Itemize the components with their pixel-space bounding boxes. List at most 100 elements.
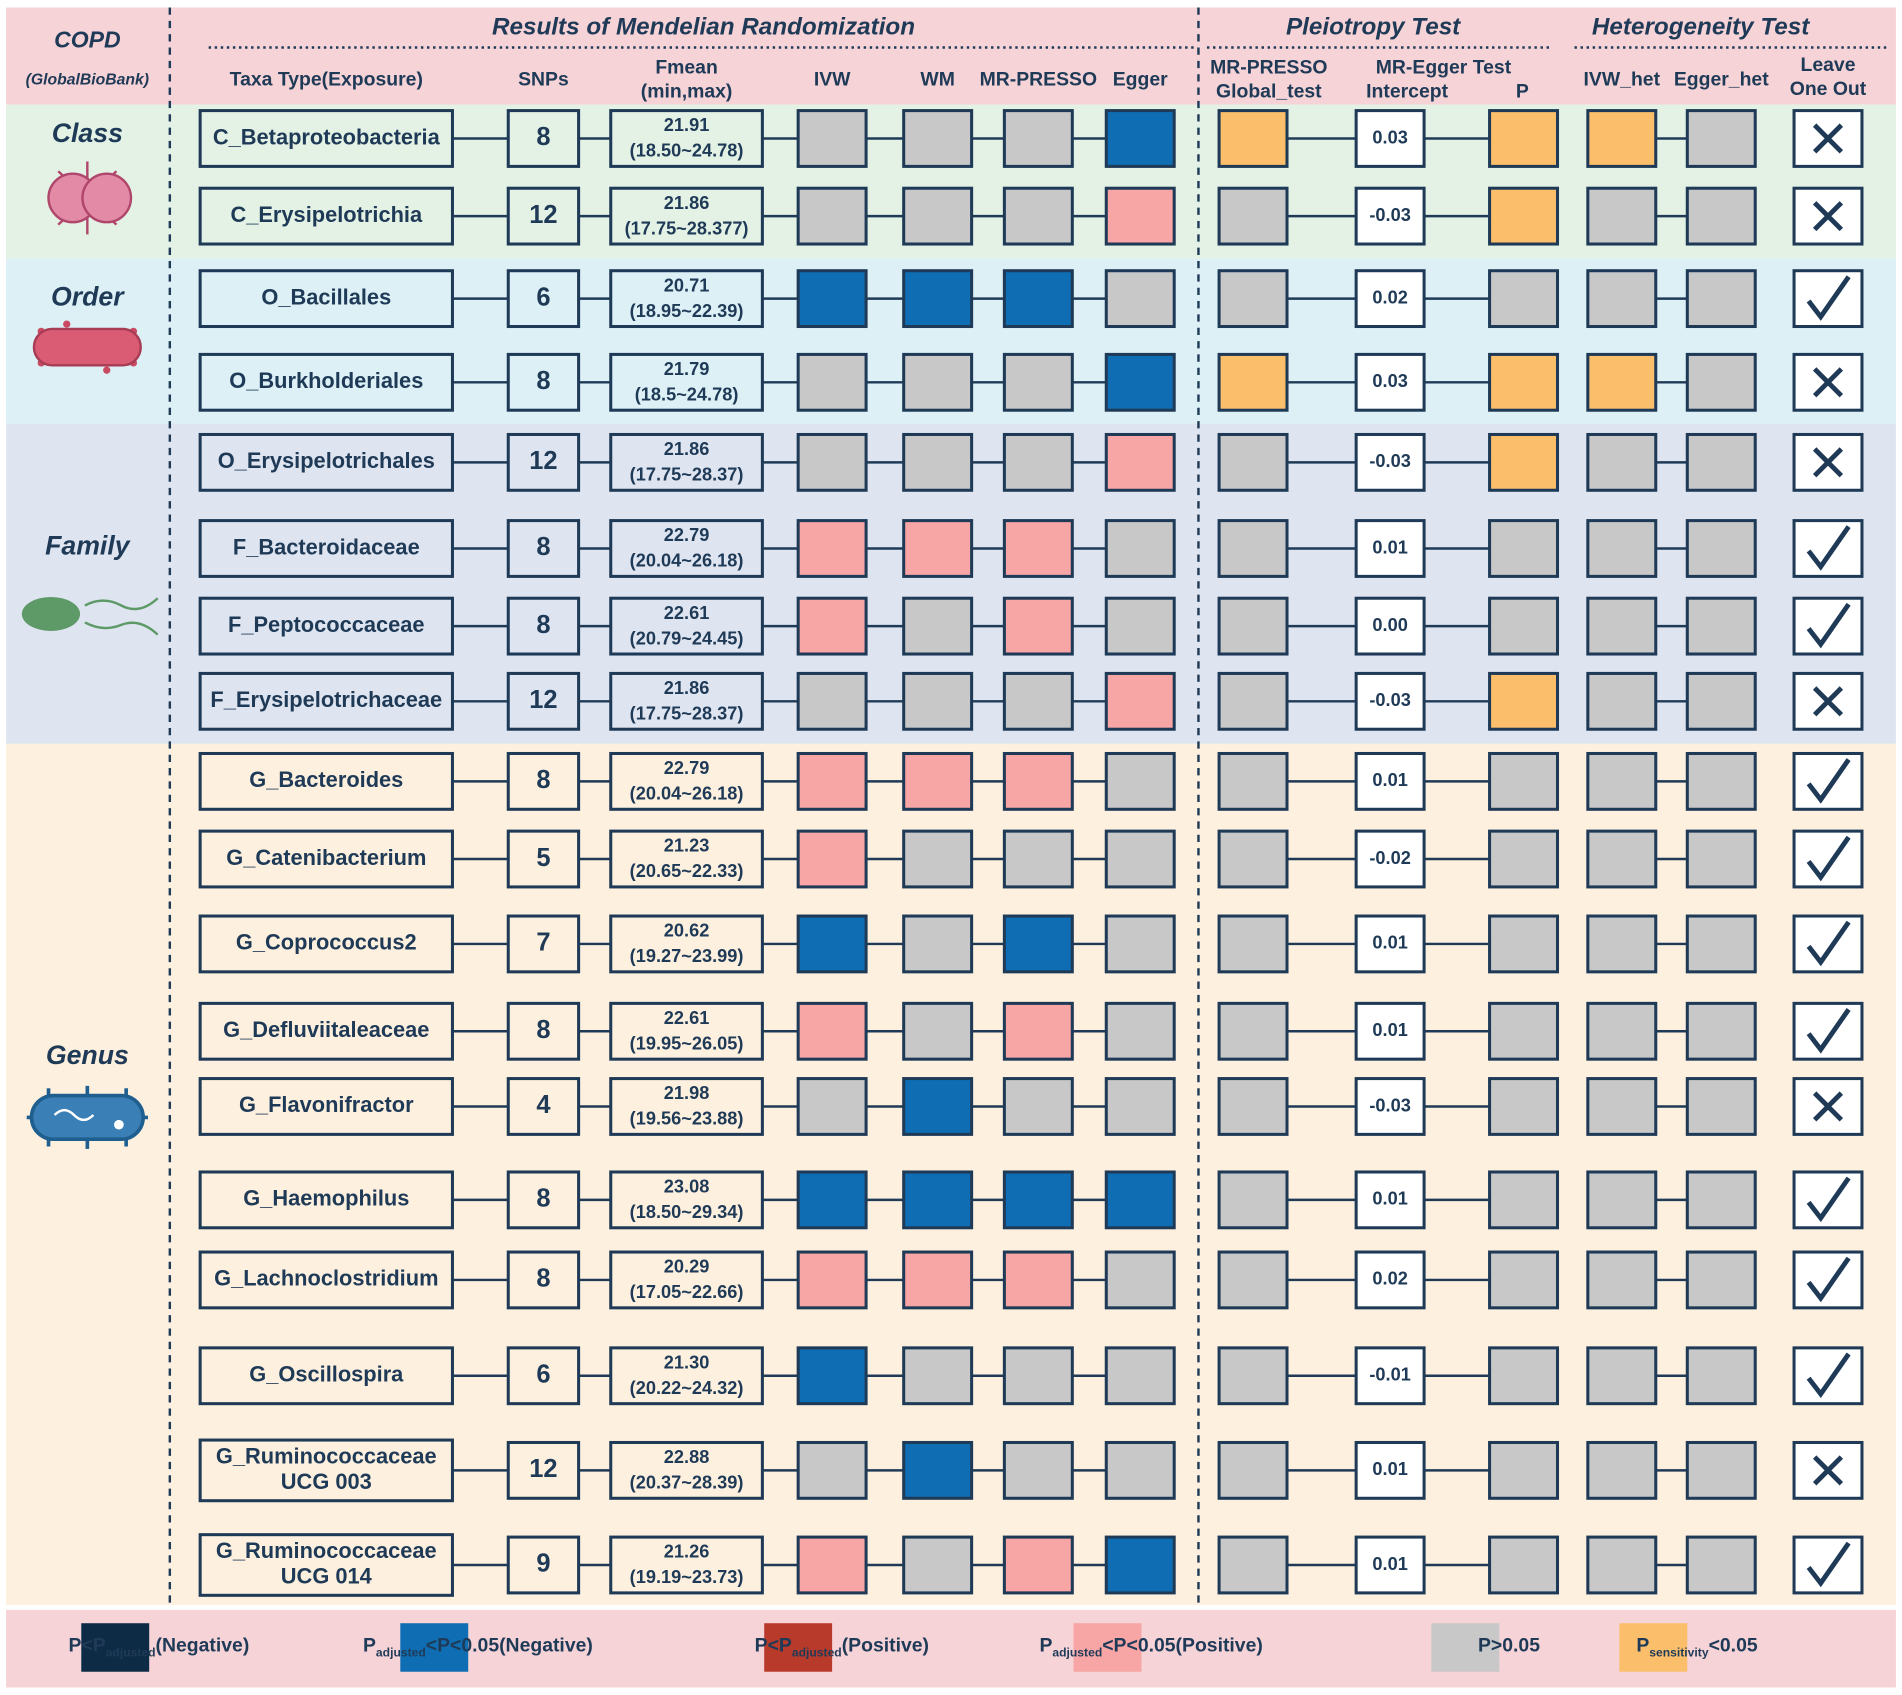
mr-cell	[902, 596, 974, 656]
mr-cell	[796, 109, 868, 168]
icon-genus	[26, 1085, 148, 1149]
legend-label: P<Padjusted(Positive)	[755, 1634, 929, 1659]
mr-cell	[1104, 1535, 1176, 1595]
legend-label: Padjusted<P<0.05(Positive)	[1039, 1634, 1262, 1659]
intercept-box	[1354, 914, 1426, 974]
snps: 7	[536, 929, 550, 957]
het-cell	[1586, 432, 1658, 492]
mr-cell	[1104, 596, 1176, 656]
legend-text: <P<0.05(Negative)	[426, 1634, 593, 1656]
taxa-box	[198, 596, 454, 656]
intercept-box	[1354, 109, 1426, 168]
snps-box	[506, 352, 581, 412]
fmean: 21.86	[664, 439, 710, 459]
mr-cell	[902, 109, 974, 168]
legend-label: P>0.05	[1478, 1634, 1540, 1656]
intercept-box	[1354, 829, 1426, 889]
column-header: Egger_het	[1674, 68, 1769, 90]
legend-label: Padjusted<P<0.05(Negative)	[363, 1634, 593, 1659]
het-cell	[1685, 596, 1757, 656]
egger-p-cell	[1488, 1535, 1560, 1595]
mr-cell	[902, 352, 974, 412]
mr-cell	[796, 432, 868, 492]
taxa-name: O_Bacillales	[261, 284, 391, 309]
legend-text: (Positive)	[842, 1634, 929, 1656]
check-mark	[1806, 602, 1851, 649]
snps: 5	[536, 844, 550, 872]
fmean: 20.71	[664, 275, 710, 295]
taxa-box	[198, 1346, 454, 1406]
het-cell	[1685, 1001, 1757, 1061]
fmean: 21.98	[664, 1083, 710, 1103]
fmean-range: (17.75~28.37)	[630, 703, 744, 723]
het-cell	[1586, 671, 1658, 731]
snps-box	[506, 1250, 581, 1310]
mr-cell	[796, 1077, 868, 1136]
snps-box	[506, 186, 581, 246]
het-cell	[1586, 1250, 1658, 1310]
cross-mark	[1812, 686, 1844, 717]
fmean-range: (19.95~26.05)	[630, 1033, 744, 1053]
icon-family	[21, 597, 159, 636]
mr-cell	[902, 829, 974, 889]
fmean-range: (19.27~23.99)	[630, 946, 744, 966]
mr-cell	[1002, 914, 1074, 974]
intercept-box	[1354, 1346, 1426, 1406]
mr-cell	[796, 1250, 868, 1310]
cross-mark	[1812, 447, 1844, 478]
het-cell	[1685, 829, 1757, 889]
intercept: -0.03	[1369, 451, 1410, 471]
mr-cell	[1002, 432, 1074, 492]
mr-cell	[1002, 829, 1074, 889]
fmean-box	[609, 829, 764, 889]
het-cell	[1685, 519, 1757, 578]
het-cell	[1685, 432, 1757, 492]
intercept-box	[1354, 1535, 1426, 1595]
legend-text: P<P	[755, 1634, 792, 1656]
taxa-name: G_Lachnoclostridium	[214, 1266, 438, 1291]
het-cell	[1685, 352, 1757, 412]
egger-p-cell	[1488, 519, 1560, 578]
global-test-cell	[1217, 1535, 1289, 1595]
check-mark	[1806, 275, 1851, 321]
mr-cell	[1104, 1440, 1176, 1500]
legend-label: Psensitivity<0.05	[1636, 1634, 1758, 1659]
mr-cell	[1104, 1346, 1176, 1406]
het-cell	[1685, 109, 1757, 168]
mr-cell	[1104, 1001, 1176, 1061]
taxa-box	[198, 1077, 454, 1136]
section-title: Pleiotropy Test	[1286, 14, 1461, 41]
het-cell	[1685, 269, 1757, 329]
snps-box	[506, 914, 581, 974]
fmean-box	[609, 1077, 764, 1136]
fmean: 20.29	[664, 1257, 710, 1277]
fmean: 21.79	[664, 359, 710, 379]
intercept-box	[1354, 1440, 1426, 1500]
intercept: -0.03	[1369, 690, 1410, 710]
intercept: 0.03	[1372, 127, 1407, 147]
intercept: -0.03	[1369, 205, 1410, 225]
snps: 8	[536, 123, 550, 151]
mr-cell	[902, 914, 974, 974]
loo-box	[1792, 914, 1864, 974]
mr-cell	[1104, 186, 1176, 246]
loo-box	[1792, 751, 1864, 811]
egger-p-cell	[1488, 751, 1560, 811]
legend-text: adjusted	[106, 1646, 156, 1660]
intercept-box	[1354, 596, 1426, 656]
fmean-box	[609, 1001, 764, 1061]
column-header: SNPs	[518, 68, 569, 90]
snps: 6	[536, 1361, 550, 1389]
fmean-box	[609, 109, 764, 168]
snps-box	[506, 1077, 581, 1136]
mr-cell	[902, 671, 974, 731]
intercept: -0.01	[1369, 1365, 1410, 1385]
fmean-range: (17.05~22.66)	[630, 1282, 744, 1302]
intercept: 0.03	[1372, 371, 1407, 391]
mr-cell	[1002, 269, 1074, 329]
global-test-cell	[1217, 596, 1289, 656]
disease: COPD	[54, 27, 121, 53]
column-header: IVW	[814, 68, 851, 90]
mr-cell	[1104, 914, 1176, 974]
mr-cell	[796, 186, 868, 246]
